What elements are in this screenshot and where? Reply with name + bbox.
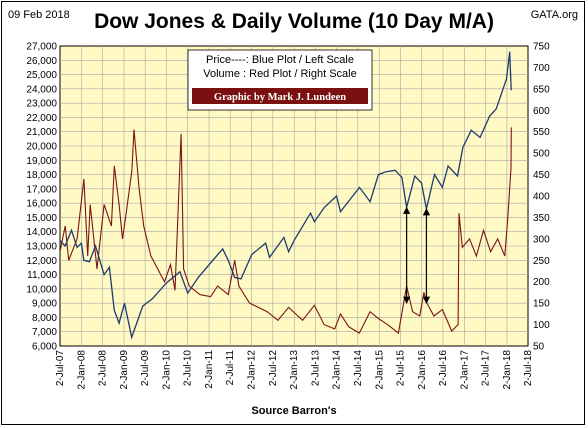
legend-box: Price----: Blue Plot / Left Scale Volume… bbox=[187, 49, 373, 111]
x-tick-label: 2-Jan-12 bbox=[247, 350, 258, 390]
right-tick-label: 650 bbox=[533, 84, 550, 95]
left-tick-label: 15,000 bbox=[26, 213, 57, 224]
right-tick-label: 250 bbox=[533, 256, 550, 267]
x-tick-label: 2-Jul-10 bbox=[183, 350, 194, 387]
x-tick-label: 2-Jan-09 bbox=[119, 350, 130, 390]
legend-price: Price----: Blue Plot / Left Scale bbox=[206, 54, 354, 66]
left-tick-label: 21,000 bbox=[26, 127, 57, 138]
x-tick-label: 2-Jul-09 bbox=[140, 350, 151, 387]
left-tick-label: 14,000 bbox=[26, 227, 57, 238]
x-tick-label: 2-Jan-14 bbox=[332, 350, 343, 390]
x-tick-label: 2-Jul-15 bbox=[395, 350, 406, 387]
x-tick-label: 2-Jul-11 bbox=[225, 350, 236, 386]
x-tick-label: 2-Jul-16 bbox=[438, 350, 449, 387]
left-axis: 6,000 7,000 8,000 9,000 10,000 11,000 12,000 13… bbox=[26, 42, 57, 353]
left-tick-label: 7,000 bbox=[32, 327, 57, 338]
left-tick-label: 11,000 bbox=[27, 270, 57, 281]
x-tick-label: 2-Jan-13 bbox=[289, 350, 300, 390]
x-tick-label: 2-Jan-17 bbox=[459, 350, 470, 390]
left-tick-label: 27,000 bbox=[26, 42, 57, 53]
x-tick-label: 2-Jan-16 bbox=[417, 350, 428, 390]
right-tick-label: 150 bbox=[533, 299, 550, 310]
x-tick-label: 2-Jan-10 bbox=[162, 350, 173, 390]
legend-volume: Volume : Red Plot / Right Scale bbox=[203, 68, 356, 80]
left-tick-label: 16,000 bbox=[26, 199, 57, 210]
site-label: GATA.org bbox=[531, 9, 578, 21]
x-tick-label: 2-Jul-13 bbox=[310, 350, 321, 387]
left-tick-label: 13,000 bbox=[26, 242, 57, 253]
right-tick-label: 550 bbox=[533, 127, 550, 138]
left-tick-label: 6,000 bbox=[32, 342, 57, 353]
left-tick-label: 12,000 bbox=[26, 256, 57, 267]
left-tick-label: 19,000 bbox=[26, 156, 57, 167]
price-series-line bbox=[59, 51, 512, 340]
annotation-arrows bbox=[403, 206, 431, 304]
left-tick-label: 9,000 bbox=[32, 299, 57, 310]
right-tick-label: 750 bbox=[533, 42, 550, 53]
x-tick-label: 2-Jul-18 bbox=[523, 350, 534, 387]
left-tick-label: 24,000 bbox=[26, 84, 57, 95]
left-tick-label: 25,000 bbox=[26, 70, 57, 81]
right-tick-label: 600 bbox=[533, 106, 550, 117]
x-tick-label: 2-Jan-11 bbox=[204, 350, 215, 389]
credit-banner bbox=[192, 88, 368, 104]
left-tick-label: 23,000 bbox=[26, 99, 57, 110]
x-tick-label: 2-Jul-17 bbox=[480, 350, 491, 387]
right-tick-label: 50 bbox=[533, 342, 545, 353]
right-tick-label: 300 bbox=[533, 234, 550, 245]
right-axis: 50 100 150 200 250 300 350 400 450 500 550 600 650 70… bbox=[533, 42, 550, 353]
right-tick-label: 500 bbox=[533, 149, 550, 160]
x-tick-label: 2-Jan-15 bbox=[374, 350, 385, 390]
left-tick-label: 20,000 bbox=[26, 142, 57, 153]
left-tick-label: 10,000 bbox=[26, 284, 57, 295]
right-tick-label: 400 bbox=[533, 192, 550, 203]
x-tick-label: 2-Jan-18 bbox=[502, 350, 513, 390]
x-tick-label: 2-Jul-14 bbox=[353, 350, 364, 387]
volume-series-line bbox=[59, 127, 512, 335]
left-tick-label: 18,000 bbox=[26, 170, 57, 181]
right-tick-label: 350 bbox=[533, 213, 550, 224]
date-label: 09 Feb 2018 bbox=[8, 9, 70, 21]
left-tick-label: 8,000 bbox=[32, 313, 57, 324]
x-tick-label: 2-Jul-07 bbox=[55, 350, 66, 387]
chart-title: Dow Jones & Daily Volume (10 Day M/A) bbox=[94, 10, 494, 33]
source-label: Source Barron's bbox=[251, 405, 336, 417]
left-tick-label: 26,000 bbox=[26, 56, 57, 67]
x-axis: 2-Jul-07 2-Jan-08 2-Jul-08 2-Jan-09 2-Jul-09… bbox=[55, 350, 534, 390]
x-tick-label: 2-Jul-12 bbox=[268, 350, 279, 387]
x-tick-label: 2-Jan-08 bbox=[76, 350, 87, 390]
x-tick-label: 2-Jul-08 bbox=[98, 350, 109, 387]
left-tick-label: 17,000 bbox=[26, 184, 57, 195]
right-tick-label: 200 bbox=[533, 277, 550, 288]
right-tick-label: 450 bbox=[533, 170, 550, 181]
credit-text: Graphic by Mark J. Lundeen bbox=[214, 92, 346, 103]
right-tick-label: 700 bbox=[533, 63, 550, 74]
left-tick-label: 22,000 bbox=[26, 113, 57, 124]
right-tick-label: 100 bbox=[533, 320, 550, 331]
